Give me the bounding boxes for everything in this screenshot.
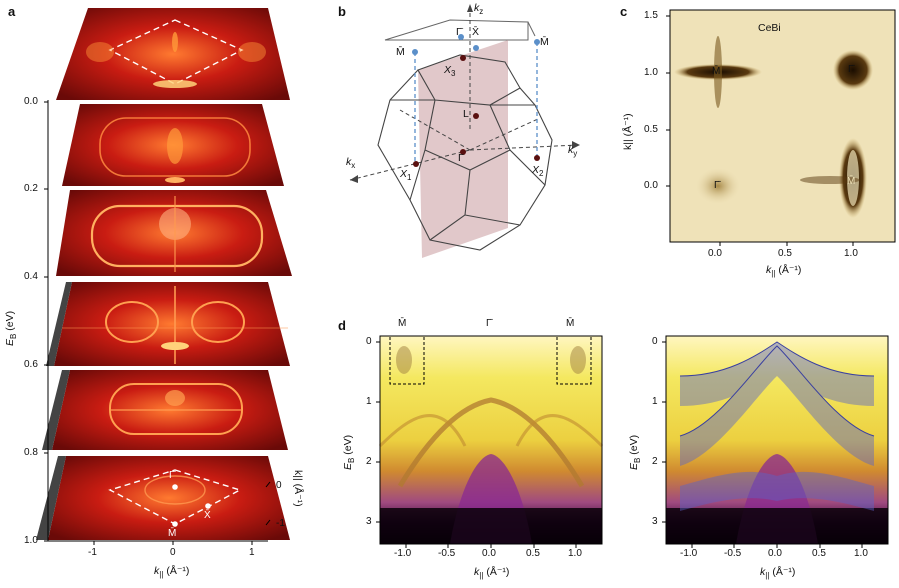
d2-xtick: 0.5 <box>812 548 826 559</box>
a-ytick: 0.2 <box>24 183 38 194</box>
d-xtick: 0.5 <box>526 548 540 559</box>
a-ktick: -1 <box>276 518 285 529</box>
c-gamma-top: Γ̄ <box>848 64 854 75</box>
d2-xtick: -1.0 <box>680 548 698 559</box>
b-x3: X3 <box>444 64 456 79</box>
d-ytick: 0 <box>366 336 372 347</box>
c-ylabel: k|| (Å⁻¹) <box>622 113 634 150</box>
c-xlabel: k|| (Å⁻¹) <box>766 264 802 279</box>
b-ky: ky <box>568 144 578 159</box>
panel-b-label: b <box>338 4 346 19</box>
c-m-bottom: M̄ <box>847 176 856 187</box>
d2-xtick: 1.0 <box>854 548 868 559</box>
b-l: L <box>463 108 469 120</box>
c-m-top: M̄ <box>712 66 721 77</box>
d-ytick: 3 <box>366 516 372 527</box>
d-gamma: Γ̄ <box>486 318 492 329</box>
panel-b-brillouin-zone <box>349 4 580 258</box>
b-gamma: Γ <box>458 152 464 164</box>
slice-0.4 <box>56 190 292 276</box>
a-ytick: 0.6 <box>24 359 38 370</box>
a-ky-label: k|| (Å⁻¹) <box>292 470 304 507</box>
a-xtick: 1 <box>249 547 255 558</box>
c-ytick: 1.5 <box>644 10 658 21</box>
b-m-right: M̄ <box>540 36 549 48</box>
slice-0.0 <box>56 8 290 100</box>
a-xtick: 0 <box>170 547 176 558</box>
b-m-left: M̄ <box>396 46 405 58</box>
d-m-left: M̄ <box>398 318 407 329</box>
d-ytick: 1 <box>366 396 372 407</box>
d2-ytick: 1 <box>652 396 658 407</box>
panel-a-stack <box>36 8 292 545</box>
d-m-right: M̄ <box>566 318 575 329</box>
b-x2: X2 <box>532 164 544 179</box>
c-xtick: 1.0 <box>844 248 858 259</box>
a-x-point: X̄ <box>204 510 211 521</box>
c-ytick: 1.0 <box>644 67 658 78</box>
b-x1: X1 <box>400 168 412 183</box>
panel-c-fermi-map <box>666 9 896 246</box>
a-xlabel: k|| (Å⁻¹) <box>154 565 190 580</box>
c-gamma-bottom: Γ̄ <box>714 180 720 191</box>
b-kz: kz <box>474 2 484 17</box>
c-xtick: 0.5 <box>778 248 792 259</box>
c-ytick: 0.5 <box>644 124 658 135</box>
d-xtick: 1.0 <box>568 548 582 559</box>
d-xtick: -0.5 <box>438 548 456 559</box>
a-gamma-point: Γ̄ <box>169 470 175 481</box>
d-xtick: -1.0 <box>394 548 412 559</box>
c-material: CeBi <box>758 22 781 34</box>
panel-d-arpes-left <box>376 335 604 548</box>
c-ytick: 0.0 <box>644 180 658 191</box>
d2-xtick: -0.5 <box>724 548 742 559</box>
panel-d-arpes-right <box>662 335 889 548</box>
a-ytick: 0.0 <box>24 96 38 107</box>
panel-a-label: a <box>8 4 16 19</box>
b-x-bar: X̄ <box>472 26 480 38</box>
a-ytick: 1.0 <box>24 535 38 546</box>
a-xtick: -1 <box>88 547 97 558</box>
d-ylabel: EB (eV) <box>342 434 357 470</box>
slice-0.6 <box>46 282 290 366</box>
slice-0.8 <box>42 370 288 450</box>
a-ktick: 0 <box>276 480 282 491</box>
slice-1.0 <box>36 456 290 540</box>
slice-0.2 <box>62 104 284 186</box>
a-ytick: 0.8 <box>24 447 38 458</box>
d2-ylabel: EB (eV) <box>628 434 643 470</box>
panel-c-label: c <box>620 4 628 19</box>
a-ytick: 0.4 <box>24 271 38 282</box>
c-xtick: 0.0 <box>708 248 722 259</box>
b-gamma-bar: Γ̄ <box>456 26 462 38</box>
d2-xtick: 0.0 <box>768 548 782 559</box>
d2-ytick: 2 <box>652 456 658 467</box>
d2-ytick: 0 <box>652 336 658 347</box>
d2-ytick: 3 <box>652 516 658 527</box>
d-xtick: 0.0 <box>482 548 496 559</box>
a-ylabel: EB (eV) <box>4 310 19 346</box>
d-ytick: 2 <box>366 456 372 467</box>
d-xlabel: k|| (Å⁻¹) <box>474 566 510 581</box>
b-kx: kx <box>346 156 356 171</box>
panel-d-label: d <box>338 318 346 333</box>
a-m-point: M̄ <box>168 528 177 539</box>
d2-xlabel: k|| (Å⁻¹) <box>760 566 796 581</box>
